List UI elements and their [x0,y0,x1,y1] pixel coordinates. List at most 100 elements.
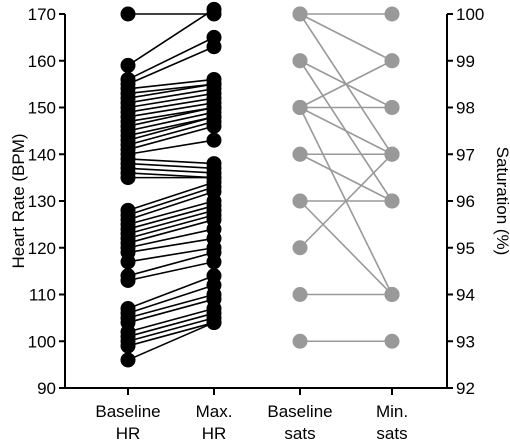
heart-rate-points [120,1,222,368]
heart-rate-link [127,237,215,254]
heart-rate-link [127,102,215,118]
saturation-link [299,200,393,296]
heart-rate-link [127,167,215,174]
baseline-sats-point [292,100,308,115]
heart-rate-link [127,190,215,221]
heart-rate-link [127,106,215,127]
baseline-hr-point [120,170,136,186]
right-tick-label: 95 [456,239,475,258]
right-tick-label: 99 [456,52,475,71]
min-sats-point [384,6,400,22]
saturation-link [299,153,393,249]
heart-rate-link [127,92,215,109]
min-sats-point [384,287,400,302]
heart-rate-link [127,78,215,90]
heart-rate-link [127,246,215,263]
saturation-link [299,106,393,155]
heart-rate-link [127,158,215,165]
heart-rate-link [127,204,215,230]
baseline-hr-point [120,272,136,288]
min-sats-point [384,53,400,69]
max-hr-point [206,118,222,134]
right-tick-label: 92 [456,379,475,398]
baseline-hr-point [120,6,136,22]
heart-rate-link [127,307,215,333]
baseline-sats-point [292,240,308,256]
max-hr-point [206,39,222,55]
heart-rate-link [127,120,215,146]
heart-rate-link [127,214,215,240]
axes: 90 100 110 120 130 140 150 160 170 92 93 94 95 96 97 98… [28,5,485,443]
baseline-hr-point [120,352,136,368]
baseline-sats-point [292,333,308,349]
heart-rate-link [127,125,215,151]
heart-rate-link [127,284,215,314]
right-tick-label: 97 [456,145,475,164]
baseline-sats-point [292,146,308,162]
right-tick-label: 96 [456,192,475,211]
heart-rate-link [127,45,215,85]
max-hr-point [206,315,222,331]
left-tick-label: 150 [28,99,56,118]
heart-rate-link [127,36,215,81]
left-tick-label: 160 [28,52,56,71]
left-tick-label: 130 [28,192,56,211]
saturation-link [299,60,393,109]
right-tick-label: 94 [456,286,475,305]
heart-rate-link [127,251,215,277]
heart-rate-link [127,275,215,310]
left-tick-label: 90 [37,379,56,398]
heart-rate-link [127,111,215,132]
heart-rate-link [127,293,215,319]
max-hr-point [206,254,222,270]
heart-rate-link [127,88,215,104]
max-hr-point [206,132,222,148]
left-tick-label: 140 [28,145,56,164]
min-sats-point [384,100,400,115]
heart-rate-link [127,312,215,338]
right-tick-label: 100 [456,5,484,24]
left-tick-label: 100 [28,332,56,351]
category-label: Min. sats [376,402,408,443]
saturation-link [299,153,393,202]
heart-rate-link [127,218,215,244]
heart-rate-lines [127,8,215,361]
right-tick-label: 98 [456,99,475,118]
left-axis-title: Heart Rate (BPM) [9,133,28,268]
max-hr-point [206,1,222,17]
right-axis-title: Saturation (%) [493,147,510,256]
min-sats-point [384,193,400,209]
heart-rate-link [127,116,215,141]
saturation-lines [299,13,393,343]
saturation-points [292,6,400,349]
heart-rate-link [127,186,215,216]
left-tick-label: 110 [29,286,56,305]
heart-rate-link [127,200,215,226]
baseline-sats-point [292,53,308,69]
right-tick-label: 93 [456,332,475,351]
heart-rate-link [127,83,215,99]
heart-rate-link [127,228,215,249]
heart-rate-link [127,209,215,235]
left-tick-label: 170 [28,5,56,24]
heart-rate-link [127,260,215,282]
heart-rate-link [127,181,215,212]
heart-rate-link [127,97,215,113]
saturation-link [299,13,393,62]
baseline-hr-point [120,254,136,270]
min-sats-point [384,146,400,162]
heart-rate-link [127,8,215,67]
heart-rate-link [127,321,215,361]
min-sats-point [384,333,400,349]
category-label: Baseline sats [267,402,332,443]
heart-rate-link [127,162,215,170]
heart-rate-link [127,139,215,156]
left-tick-label: 120 [28,239,56,258]
baseline-sats-point [292,193,308,209]
category-label: Baseline HR [95,402,160,443]
heart-rate-link [127,298,215,324]
heart-rate-link [127,317,215,343]
baseline-sats-point [292,287,308,302]
category-label: Max. HR [196,402,233,443]
